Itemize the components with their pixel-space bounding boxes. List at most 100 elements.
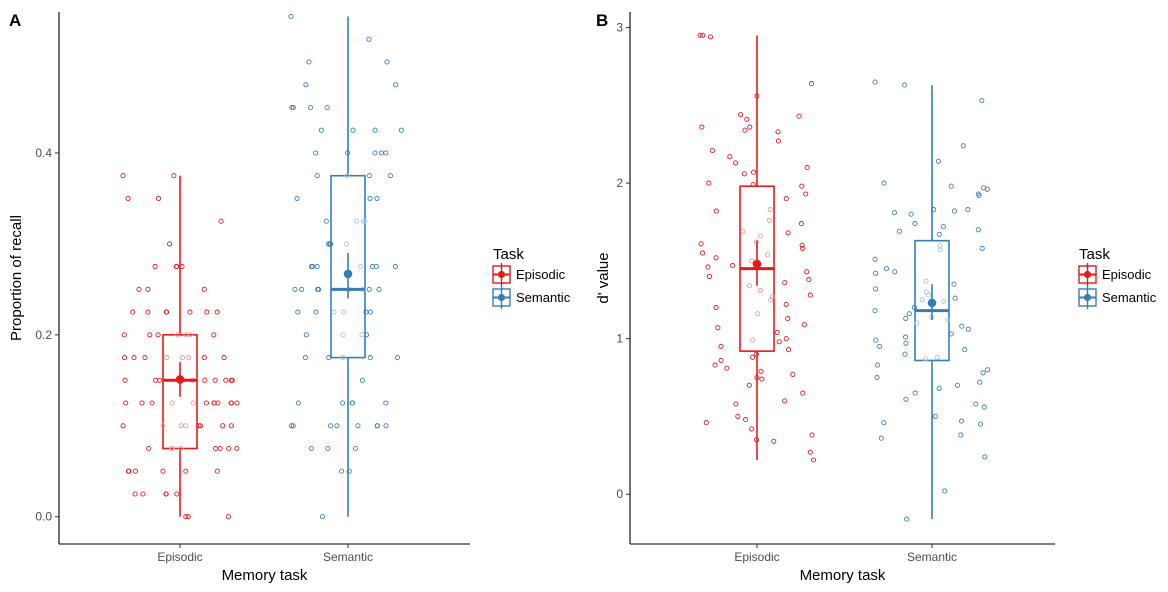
data-point [183, 514, 189, 520]
data-point [783, 301, 789, 307]
data-point [394, 355, 400, 361]
data-point [877, 343, 883, 349]
data-point [698, 241, 704, 247]
legend-key-dot [1083, 270, 1092, 279]
data-point [697, 32, 703, 38]
data-point [959, 418, 965, 424]
y-tick-label: 0.0 [35, 510, 52, 524]
data-point [766, 217, 773, 223]
data-point [136, 286, 142, 292]
legend: Task Episodic Semantic [492, 246, 571, 309]
data-point [807, 292, 813, 298]
data-point [155, 195, 162, 201]
data-point [225, 514, 231, 520]
data-point [973, 401, 979, 407]
data-point [220, 423, 226, 429]
mean-point [752, 259, 762, 269]
data-point [800, 245, 806, 251]
data-point [902, 351, 908, 357]
data-point [132, 491, 138, 497]
data-point [810, 457, 817, 463]
box-iqr [330, 174, 366, 359]
data-point [398, 127, 404, 133]
x-tick-label: Episodic [157, 550, 202, 564]
data-point [392, 264, 399, 270]
data-point [750, 337, 756, 343]
data-point [303, 332, 309, 338]
data-point [984, 186, 990, 192]
data-point [767, 207, 773, 213]
data-point [228, 400, 235, 406]
data-point [741, 171, 747, 177]
legend-title: Task [493, 246, 524, 263]
data-point [874, 375, 880, 381]
data-point [212, 377, 218, 383]
data-point [875, 362, 881, 368]
data-point [985, 367, 991, 373]
data-point [912, 390, 918, 396]
data-point [288, 13, 294, 20]
data-point [796, 113, 802, 119]
data-point [294, 195, 300, 201]
series-semantic [288, 13, 404, 520]
data-point [318, 127, 324, 133]
data-point [782, 398, 788, 404]
data-point [945, 317, 951, 323]
data-point [178, 445, 184, 452]
data-point [757, 233, 763, 239]
data-point [904, 516, 910, 522]
data-point [803, 191, 809, 197]
data-point [358, 264, 364, 270]
data-point [954, 382, 961, 388]
legend: Task Episodic Semantic [1078, 246, 1157, 309]
data-point [334, 423, 340, 429]
data-point [323, 218, 329, 224]
data-point [126, 468, 132, 474]
data-point [881, 420, 887, 426]
data-point [742, 127, 748, 133]
data-point [131, 355, 137, 361]
data-point [958, 432, 964, 438]
data-point [313, 309, 319, 315]
data-point [785, 347, 792, 353]
data-point [922, 356, 929, 362]
data-point [313, 150, 319, 156]
data-point [223, 377, 229, 383]
data-point [936, 385, 942, 391]
data-point [366, 36, 372, 42]
data-point [712, 362, 718, 368]
panel-a: A 0.0 0.2 0.4 Episodic Semantic Memory task Pro… [8, 11, 571, 584]
data-point [295, 309, 301, 315]
legend-key-dot [497, 270, 506, 279]
data-point [324, 104, 330, 111]
data-point [383, 150, 389, 156]
data-point [932, 413, 938, 419]
x-tick-label: Semantic [323, 550, 373, 564]
data-point [367, 355, 373, 361]
data-point [713, 255, 719, 261]
data-point [374, 423, 380, 429]
data-point [376, 286, 382, 292]
y-tick-label: 2 [616, 176, 623, 190]
data-point [807, 449, 813, 455]
x-axis-title: Memory task [800, 567, 886, 584]
data-point [197, 423, 203, 429]
data-point [872, 79, 878, 85]
data-point [759, 376, 765, 382]
data-point [892, 269, 898, 275]
data-point [775, 138, 782, 144]
data-point [703, 420, 709, 426]
data-point [160, 423, 166, 429]
data-point [215, 400, 221, 406]
data-point [732, 160, 739, 166]
y-axis-title: d' value [595, 252, 612, 303]
data-point [374, 195, 380, 201]
data-point [801, 322, 807, 328]
data-point [350, 127, 356, 133]
data-point [340, 355, 346, 361]
data-point [730, 263, 736, 269]
data-point [896, 228, 902, 234]
data-point [959, 323, 965, 329]
data-point [746, 382, 752, 388]
